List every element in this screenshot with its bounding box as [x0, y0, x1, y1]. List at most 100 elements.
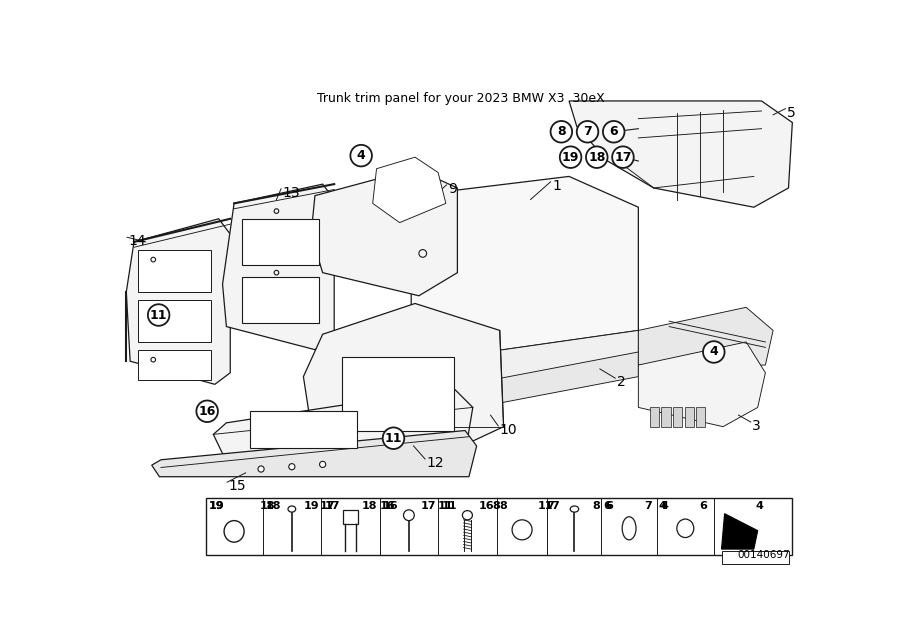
Bar: [242, 219, 319, 265]
Polygon shape: [673, 408, 682, 427]
Text: 8: 8: [492, 501, 500, 511]
Circle shape: [350, 145, 372, 167]
Circle shape: [148, 304, 169, 326]
Ellipse shape: [463, 511, 473, 520]
Text: 18: 18: [266, 501, 281, 511]
Polygon shape: [638, 342, 765, 427]
Ellipse shape: [288, 506, 296, 512]
Circle shape: [196, 401, 218, 422]
FancyBboxPatch shape: [205, 498, 792, 555]
Text: 4: 4: [659, 501, 666, 511]
Circle shape: [551, 121, 572, 142]
Text: 9: 9: [448, 182, 457, 196]
Circle shape: [586, 146, 608, 168]
Polygon shape: [411, 176, 638, 354]
Polygon shape: [696, 408, 706, 427]
Circle shape: [603, 121, 625, 142]
Bar: [242, 277, 319, 322]
Ellipse shape: [571, 506, 579, 512]
Text: 4: 4: [661, 501, 669, 511]
Text: 3: 3: [752, 419, 761, 433]
Text: 8: 8: [592, 501, 600, 511]
Text: 11: 11: [150, 308, 167, 322]
Polygon shape: [569, 101, 792, 207]
Bar: [138, 350, 211, 380]
Polygon shape: [662, 408, 670, 427]
Text: 11: 11: [537, 501, 553, 511]
Polygon shape: [222, 184, 334, 350]
Polygon shape: [126, 219, 230, 384]
Text: 2: 2: [616, 375, 625, 389]
Polygon shape: [409, 315, 638, 384]
Circle shape: [577, 121, 598, 142]
Text: 4: 4: [755, 501, 763, 511]
Polygon shape: [638, 307, 773, 365]
Text: 12: 12: [427, 456, 445, 470]
Polygon shape: [722, 514, 758, 549]
Ellipse shape: [512, 520, 532, 540]
Circle shape: [612, 146, 634, 168]
Polygon shape: [303, 303, 504, 453]
Text: 11: 11: [438, 501, 454, 511]
Text: 19: 19: [209, 501, 224, 511]
Polygon shape: [409, 311, 477, 365]
Polygon shape: [213, 388, 472, 453]
Text: 13: 13: [283, 186, 301, 200]
Text: 6: 6: [603, 501, 611, 511]
Text: 10: 10: [500, 423, 518, 437]
Circle shape: [258, 466, 264, 472]
Circle shape: [289, 464, 295, 470]
Text: 6: 6: [605, 501, 613, 511]
Text: 17: 17: [614, 151, 632, 163]
Polygon shape: [373, 157, 446, 223]
Text: 7: 7: [552, 501, 559, 511]
Text: 1: 1: [552, 179, 561, 193]
Text: 4: 4: [709, 345, 718, 359]
Text: 4: 4: [356, 149, 365, 162]
Text: 8: 8: [557, 125, 566, 138]
Text: 8: 8: [500, 501, 508, 511]
Text: 18: 18: [588, 151, 606, 163]
Text: 18: 18: [259, 501, 275, 511]
Circle shape: [560, 146, 581, 168]
Text: 17: 17: [320, 501, 335, 511]
Bar: [138, 249, 211, 292]
Ellipse shape: [403, 510, 414, 521]
Text: 14: 14: [129, 234, 146, 248]
Text: 11: 11: [441, 501, 456, 511]
Polygon shape: [685, 408, 694, 427]
Text: 17: 17: [324, 501, 339, 511]
Text: 5: 5: [787, 106, 796, 120]
Bar: [343, 510, 358, 523]
Text: 19: 19: [562, 151, 580, 163]
Polygon shape: [152, 431, 477, 477]
Text: Trunk trim panel for your 2023 BMW X3  30eX: Trunk trim panel for your 2023 BMW X3 30…: [318, 92, 605, 105]
Text: 00140697: 00140697: [737, 550, 790, 560]
Text: 6: 6: [699, 501, 707, 511]
Bar: [249, 411, 357, 448]
Text: 7: 7: [583, 125, 592, 138]
Polygon shape: [311, 169, 457, 296]
Text: 16: 16: [382, 501, 399, 511]
Text: 16: 16: [479, 501, 495, 511]
Text: 15: 15: [229, 479, 247, 493]
Text: 6: 6: [609, 125, 618, 138]
Bar: [138, 300, 211, 342]
FancyBboxPatch shape: [722, 551, 789, 563]
Text: 17: 17: [420, 501, 436, 511]
Ellipse shape: [224, 521, 244, 542]
Ellipse shape: [677, 519, 694, 537]
Polygon shape: [650, 408, 659, 427]
Text: 16: 16: [380, 501, 395, 511]
Text: 18: 18: [362, 501, 377, 511]
Circle shape: [382, 427, 404, 449]
Text: 7: 7: [644, 501, 652, 511]
Bar: [342, 357, 454, 431]
Ellipse shape: [622, 517, 636, 540]
Text: 16: 16: [199, 404, 216, 418]
Text: 19: 19: [304, 501, 320, 511]
Text: 7: 7: [546, 501, 554, 511]
Text: 19: 19: [209, 501, 224, 511]
Text: 11: 11: [384, 432, 402, 445]
Polygon shape: [409, 342, 638, 408]
